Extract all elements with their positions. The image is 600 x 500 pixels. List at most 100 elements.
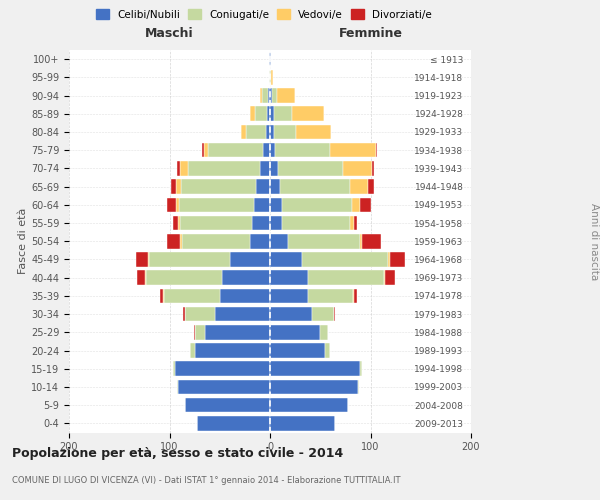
Bar [179,161,188,176]
Bar [278,161,343,176]
Bar [270,343,325,358]
Bar [179,198,254,212]
Bar [163,288,164,303]
Text: Popolazione per età, sesso e stato civile - 2014: Popolazione per età, sesso e stato civil… [12,448,343,460]
Bar [215,307,270,322]
Bar [268,88,270,103]
Bar [302,252,388,267]
Bar [277,88,295,103]
Bar [267,106,270,121]
Bar [270,52,271,66]
Bar [270,198,282,212]
Bar [270,234,288,248]
Bar [176,198,179,212]
Bar [179,216,252,230]
Bar [260,88,262,103]
Bar [164,288,220,303]
Bar [270,252,302,267]
Bar [254,198,270,212]
Bar [353,288,355,303]
Bar [250,106,255,121]
Bar [296,124,331,139]
Bar [137,270,145,285]
Bar [274,124,296,139]
Bar [292,106,324,121]
Bar [331,143,376,158]
Bar [343,161,371,176]
Bar [145,270,146,285]
Bar [371,161,374,176]
Bar [270,70,271,84]
Bar [334,307,335,322]
Bar [350,216,355,230]
Bar [181,180,256,194]
Bar [270,288,308,303]
Bar [256,180,270,194]
Bar [148,252,149,267]
Bar [270,161,278,176]
Bar [358,380,359,394]
Bar [282,198,352,212]
Bar [320,325,328,340]
Bar [182,307,185,322]
Bar [280,180,350,194]
Bar [136,252,148,267]
Bar [362,234,380,248]
Bar [170,180,176,194]
Bar [173,216,178,230]
Bar [160,288,163,303]
Bar [197,416,270,430]
Bar [361,362,362,376]
Text: COMUNE DI LUGO DI VICENZA (VI) - Dati ISTAT 1° gennaio 2014 - Elaborazione TUTTI: COMUNE DI LUGO DI VICENZA (VI) - Dati IS… [12,476,401,485]
Bar [167,234,179,248]
Bar [350,180,368,194]
Bar [368,180,374,194]
Bar [270,106,274,121]
Text: Maschi: Maschi [145,27,194,40]
Bar [361,234,362,248]
Bar [376,143,377,158]
Bar [274,106,292,121]
Bar [220,288,270,303]
Bar [250,234,270,248]
Bar [255,106,267,121]
Bar [270,380,358,394]
Bar [175,362,270,376]
Bar [176,380,178,394]
Bar [146,270,222,285]
Bar [308,270,383,285]
Bar [208,143,263,158]
Legend: Celibi/Nubili, Coniugati/e, Vedovi/e, Divorziati/e: Celibi/Nubili, Coniugati/e, Vedovi/e, Di… [92,5,436,24]
Bar [308,288,353,303]
Bar [185,398,270,412]
Bar [203,143,208,158]
Bar [282,216,350,230]
Bar [260,161,270,176]
Bar [252,216,270,230]
Bar [178,216,179,230]
Bar [312,307,334,322]
Bar [178,380,270,394]
Bar [355,216,358,230]
Bar [194,343,270,358]
Bar [188,161,260,176]
Bar [205,325,270,340]
Bar [272,88,277,103]
Bar [270,216,282,230]
Bar [266,124,270,139]
Bar [383,270,385,285]
Bar [271,70,273,84]
Bar [270,124,274,139]
Bar [269,70,270,84]
Bar [270,143,275,158]
Bar [176,161,179,176]
Bar [269,52,270,66]
Bar [222,270,270,285]
Bar [388,252,389,267]
Bar [325,343,330,358]
Text: Femmine: Femmine [338,27,403,40]
Bar [288,234,361,248]
Bar [190,343,194,358]
Bar [270,416,335,430]
Y-axis label: Anni di nascita: Anni di nascita [589,202,599,280]
